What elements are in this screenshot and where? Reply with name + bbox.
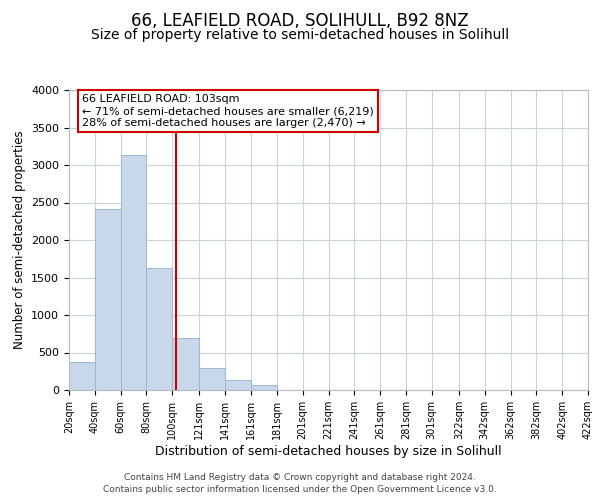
Bar <box>95 208 121 390</box>
Y-axis label: Number of semi-detached properties: Number of semi-detached properties <box>13 130 26 350</box>
Bar <box>225 380 251 390</box>
Text: Size of property relative to semi-detached houses in Solihull: Size of property relative to semi-detach… <box>91 28 509 42</box>
Bar <box>172 338 199 390</box>
Text: Contains HM Land Registry data © Crown copyright and database right 2024.: Contains HM Land Registry data © Crown c… <box>124 472 476 482</box>
Bar <box>69 362 95 390</box>
Text: 66 LEAFIELD ROAD: 103sqm
← 71% of semi-detached houses are smaller (6,219)
28% o: 66 LEAFIELD ROAD: 103sqm ← 71% of semi-d… <box>82 94 374 128</box>
Bar <box>199 368 225 390</box>
Bar <box>251 385 277 390</box>
X-axis label: Distribution of semi-detached houses by size in Solihull: Distribution of semi-detached houses by … <box>155 444 502 458</box>
Bar <box>146 268 172 390</box>
Bar <box>121 154 146 390</box>
Text: 66, LEAFIELD ROAD, SOLIHULL, B92 8NZ: 66, LEAFIELD ROAD, SOLIHULL, B92 8NZ <box>131 12 469 30</box>
Text: Contains public sector information licensed under the Open Government Licence v3: Contains public sector information licen… <box>103 485 497 494</box>
